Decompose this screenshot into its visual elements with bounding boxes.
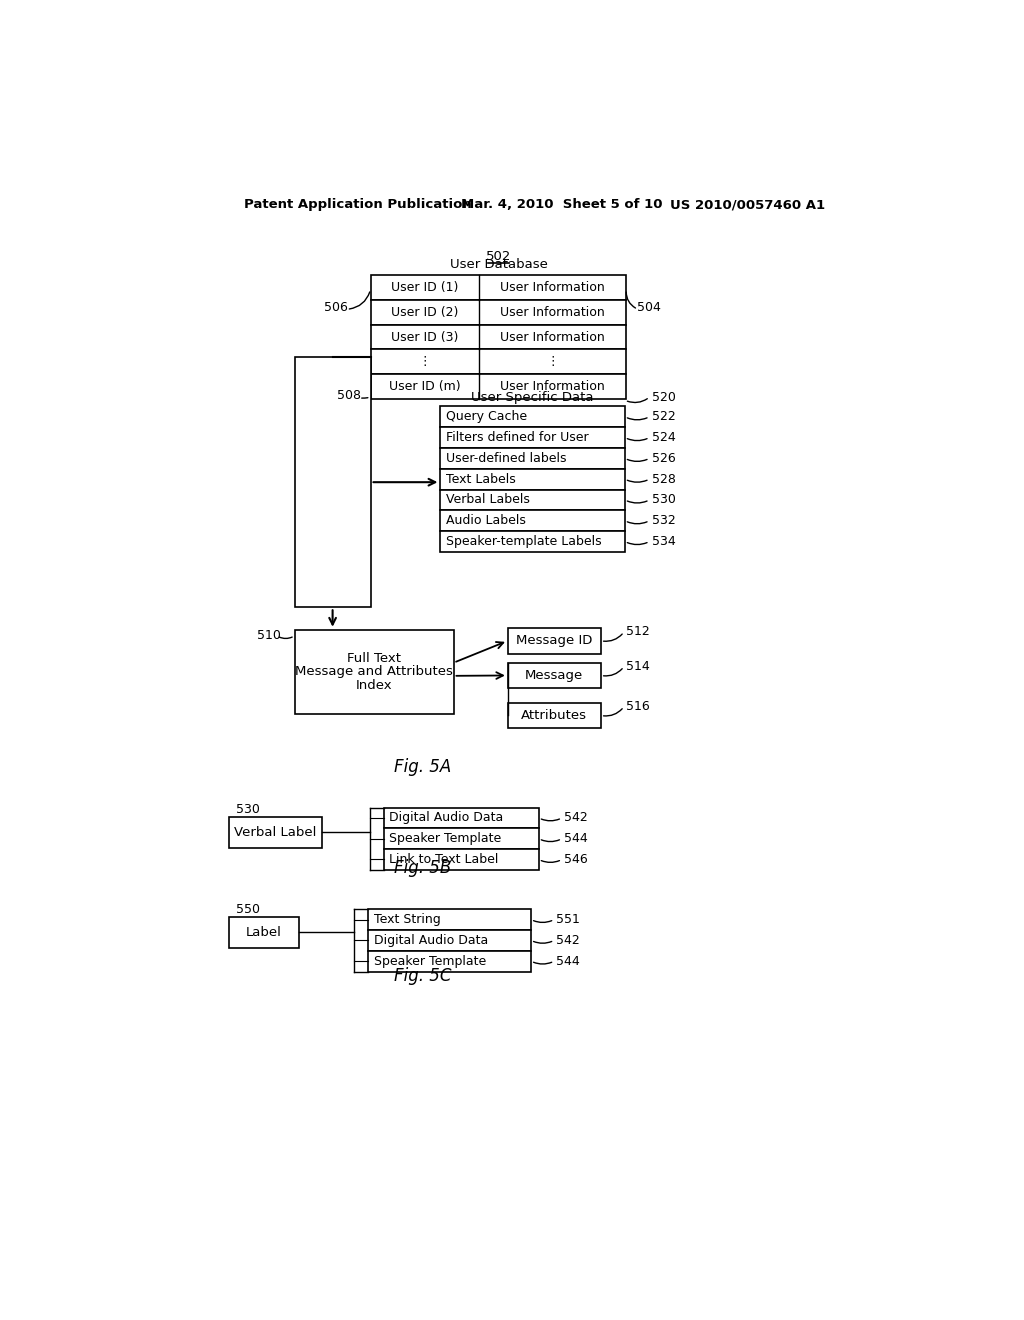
Bar: [369, 929, 531, 950]
Text: User Information: User Information: [501, 380, 605, 393]
Text: 512: 512: [626, 626, 650, 639]
Bar: [440, 511, 625, 531]
Text: Fig. 5B: Fig. 5B: [394, 859, 452, 878]
Text: Message: Message: [525, 669, 584, 682]
Text: Verbal Label: Verbal Label: [234, 825, 316, 838]
Text: 510: 510: [257, 630, 281, 643]
Text: User ID (m): User ID (m): [389, 380, 461, 393]
Text: Full Text: Full Text: [347, 652, 401, 665]
Bar: [384, 808, 539, 829]
Text: Digital Audio Data: Digital Audio Data: [374, 933, 487, 946]
Text: Label: Label: [246, 925, 282, 939]
Text: 550: 550: [237, 903, 260, 916]
Text: Filters defined for User: Filters defined for User: [445, 432, 589, 444]
Text: Digital Audio Data: Digital Audio Data: [389, 812, 504, 825]
Bar: [508, 628, 601, 653]
Text: User ID (3): User ID (3): [391, 330, 459, 343]
Text: 522: 522: [651, 411, 676, 424]
Text: 504: 504: [637, 301, 660, 314]
Text: Message ID: Message ID: [516, 635, 593, 647]
Text: User Information: User Information: [501, 281, 605, 294]
Text: 502: 502: [485, 249, 511, 263]
Text: Fig. 5A: Fig. 5A: [394, 758, 452, 776]
Text: 520: 520: [651, 391, 676, 404]
Bar: [371, 374, 627, 399]
Text: 532: 532: [651, 515, 676, 527]
Text: ⋮: ⋮: [419, 355, 431, 368]
Bar: [228, 817, 322, 847]
Text: 508: 508: [337, 389, 360, 403]
Text: Fig. 5C: Fig. 5C: [394, 968, 452, 985]
Text: 544: 544: [564, 832, 588, 845]
Text: Mar. 4, 2010  Sheet 5 of 10: Mar. 4, 2010 Sheet 5 of 10: [461, 198, 663, 211]
Text: Index: Index: [355, 678, 392, 692]
Text: Speaker Template: Speaker Template: [374, 954, 486, 968]
Bar: [440, 407, 625, 428]
Text: Attributes: Attributes: [521, 709, 587, 722]
Text: Text Labels: Text Labels: [445, 473, 515, 486]
Text: 530: 530: [651, 494, 676, 507]
Bar: [440, 490, 625, 511]
Text: 542: 542: [556, 933, 580, 946]
Text: 530: 530: [237, 803, 260, 816]
Bar: [440, 428, 625, 447]
Bar: [295, 358, 371, 607]
Text: User Specific Data: User Specific Data: [471, 391, 594, 404]
Bar: [228, 917, 299, 948]
Text: 524: 524: [651, 432, 676, 444]
Bar: [384, 849, 539, 870]
Text: US 2010/0057460 A1: US 2010/0057460 A1: [671, 198, 825, 211]
Text: Speaker-template Labels: Speaker-template Labels: [445, 535, 601, 548]
Text: User Information: User Information: [501, 306, 605, 319]
Bar: [371, 276, 627, 300]
Text: 551: 551: [556, 913, 581, 927]
Text: 516: 516: [626, 700, 650, 713]
Bar: [371, 325, 627, 350]
Text: 528: 528: [651, 473, 676, 486]
Text: User-defined labels: User-defined labels: [445, 451, 566, 465]
Text: 506: 506: [324, 301, 347, 314]
Text: User ID (2): User ID (2): [391, 306, 459, 319]
Text: 544: 544: [556, 954, 580, 968]
Text: 534: 534: [651, 535, 676, 548]
Text: Message and Attributes: Message and Attributes: [295, 665, 453, 678]
Text: Speaker Template: Speaker Template: [389, 832, 502, 845]
Text: Audio Labels: Audio Labels: [445, 515, 525, 527]
Text: 514: 514: [626, 660, 650, 673]
Bar: [440, 531, 625, 552]
Text: Query Cache: Query Cache: [445, 411, 527, 424]
Text: User ID (1): User ID (1): [391, 281, 459, 294]
Text: User Information: User Information: [501, 330, 605, 343]
Bar: [295, 630, 454, 714]
Text: ⋮: ⋮: [547, 355, 559, 368]
Bar: [371, 350, 627, 374]
Bar: [440, 469, 625, 490]
Bar: [369, 950, 531, 972]
Bar: [371, 300, 627, 325]
Text: 542: 542: [564, 812, 588, 825]
Bar: [440, 447, 625, 469]
Bar: [508, 702, 601, 729]
Text: Verbal Labels: Verbal Labels: [445, 494, 529, 507]
Text: 526: 526: [651, 451, 676, 465]
Text: Link to Text Label: Link to Text Label: [389, 853, 499, 866]
Bar: [508, 663, 601, 688]
Text: User Database: User Database: [450, 259, 548, 271]
Text: Patent Application Publication: Patent Application Publication: [245, 198, 472, 211]
Text: 546: 546: [564, 853, 588, 866]
Bar: [369, 909, 531, 929]
Bar: [384, 829, 539, 849]
Text: Text String: Text String: [374, 913, 440, 927]
